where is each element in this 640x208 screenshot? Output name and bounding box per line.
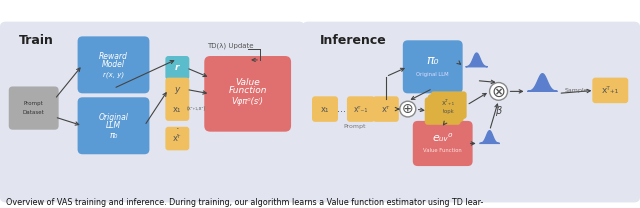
FancyBboxPatch shape — [312, 96, 338, 122]
FancyBboxPatch shape — [428, 94, 463, 122]
FancyBboxPatch shape — [77, 36, 149, 93]
Text: Original LLM: Original LLM — [417, 72, 449, 77]
Text: .: . — [175, 121, 179, 131]
Text: Reward: Reward — [99, 52, 128, 62]
Text: ⊗: ⊗ — [492, 82, 506, 100]
Text: Value Function: Value Function — [423, 148, 462, 153]
FancyBboxPatch shape — [165, 127, 189, 150]
Text: ⊕: ⊕ — [402, 102, 413, 116]
FancyBboxPatch shape — [593, 78, 628, 103]
FancyBboxPatch shape — [413, 121, 472, 166]
Text: Model: Model — [102, 60, 125, 69]
Polygon shape — [466, 53, 488, 67]
Text: Prompt: Prompt — [344, 124, 366, 129]
Text: Value: Value — [236, 78, 260, 87]
FancyBboxPatch shape — [425, 97, 461, 125]
Text: xᵀ: xᵀ — [173, 134, 182, 143]
FancyBboxPatch shape — [77, 97, 149, 154]
Text: Prompt: Prompt — [24, 101, 44, 106]
Text: topk: topk — [443, 109, 454, 114]
Circle shape — [400, 101, 416, 117]
Text: Inference: Inference — [320, 34, 387, 47]
Text: r: r — [175, 63, 180, 72]
Text: (xᵀ₊₁,xᵀ): (xᵀ₊₁,xᵀ) — [187, 106, 206, 111]
Text: r(x, y): r(x, y) — [103, 71, 124, 78]
Text: Dataset: Dataset — [23, 110, 45, 115]
Text: xᵀ₊₁: xᵀ₊₁ — [602, 86, 619, 95]
Text: x₁: x₁ — [321, 105, 329, 114]
Text: π₀: π₀ — [426, 54, 439, 67]
Text: xᵀ₊₁: xᵀ₊₁ — [442, 100, 455, 106]
FancyBboxPatch shape — [0, 22, 305, 202]
FancyBboxPatch shape — [165, 56, 189, 80]
Text: Vφπ⁰(sᴵ): Vφπ⁰(sᴵ) — [232, 97, 264, 106]
FancyBboxPatch shape — [165, 97, 189, 121]
Text: xᵀ: xᵀ — [381, 105, 390, 114]
Text: Function: Function — [228, 86, 267, 95]
Polygon shape — [527, 74, 557, 91]
Text: .: . — [175, 127, 179, 137]
Text: π₀: π₀ — [109, 131, 118, 140]
FancyBboxPatch shape — [431, 91, 467, 119]
FancyBboxPatch shape — [204, 56, 291, 132]
FancyBboxPatch shape — [9, 87, 59, 130]
Text: xᵀ₋₁: xᵀ₋₁ — [354, 105, 368, 114]
FancyBboxPatch shape — [373, 96, 399, 122]
FancyBboxPatch shape — [165, 78, 189, 101]
Text: Sample: Sample — [564, 88, 588, 93]
FancyBboxPatch shape — [347, 96, 375, 122]
Text: Original: Original — [99, 113, 129, 123]
Text: LLM: LLM — [106, 121, 121, 130]
Text: Overview of VAS training and inference. During training, our algorithm learns a : Overview of VAS training and inference. … — [6, 198, 483, 207]
Text: β: β — [495, 106, 502, 116]
Text: Train: Train — [19, 34, 54, 47]
FancyBboxPatch shape — [403, 40, 463, 93]
Text: y: y — [175, 85, 180, 94]
Circle shape — [490, 83, 508, 100]
Polygon shape — [479, 131, 500, 143]
FancyBboxPatch shape — [302, 22, 640, 202]
Text: eᵤᵥ⁰: eᵤᵥ⁰ — [433, 132, 453, 142]
Text: TD(λ) Update: TD(λ) Update — [207, 43, 253, 50]
Text: x₁: x₁ — [173, 105, 182, 114]
Text: ...: ... — [337, 104, 346, 114]
